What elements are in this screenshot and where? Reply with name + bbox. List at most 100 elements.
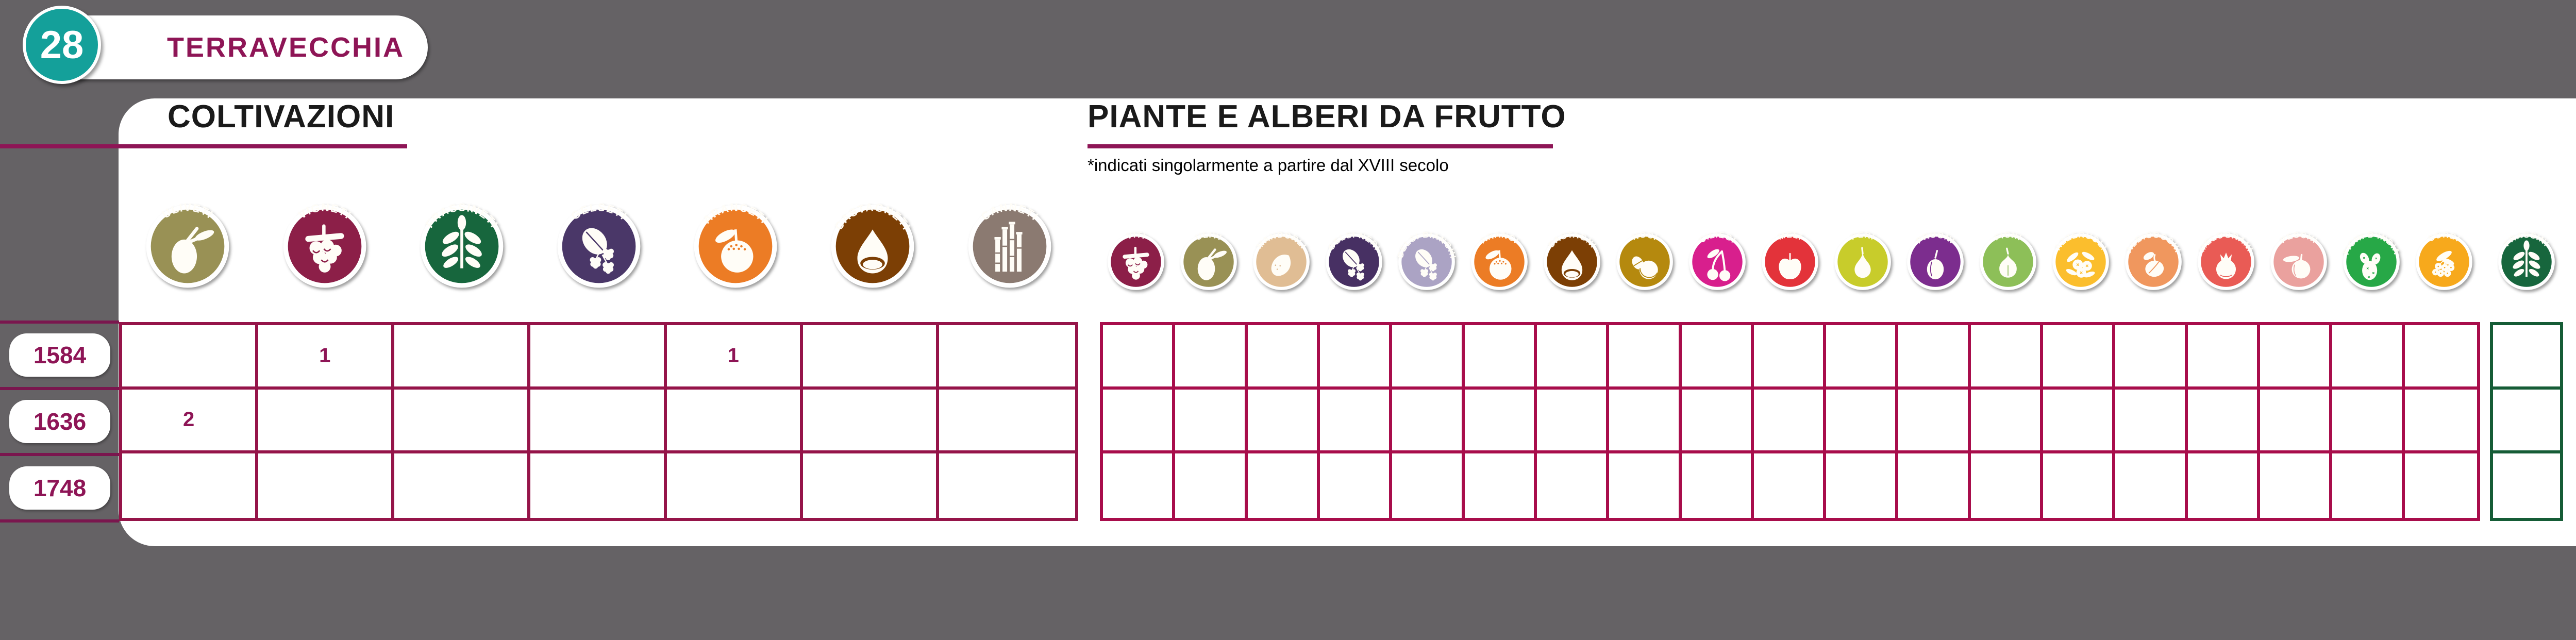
cell-1584-mandorli	[1247, 325, 1320, 390]
cell-1748-azzeruoli	[2043, 453, 2116, 518]
cell-1584-melograni	[2187, 325, 2261, 390]
cell-1748-viti	[1103, 453, 1176, 518]
cell-1584-gelsi-neri	[1319, 325, 1393, 390]
meli-icon: MELI	[1761, 230, 1819, 291]
peri-icon: PERI	[1834, 230, 1892, 291]
cell-1584-fichi-d-india	[2332, 325, 2405, 390]
cell-1636-castagneti	[802, 389, 939, 454]
azzeruoli-icon: AZZERUOLI	[2052, 230, 2110, 291]
uliveti-icon: ULIVETI	[145, 201, 230, 289]
cell-1748-vigneti	[258, 453, 395, 518]
ulivi-icon: ULIVI	[1180, 230, 1237, 291]
ciliegi-icon: CILIEGI	[1688, 230, 1746, 291]
section-title-frutto: PIANTE E ALBERI DA FRUTTO	[1088, 99, 1566, 134]
cell-1748-gelseti	[530, 453, 667, 518]
cell-1748-peschi	[2260, 453, 2333, 518]
frutto-note: *indicati singolarmente a partire dal XV…	[1088, 156, 1449, 175]
aranceti-icon: ARANCETI	[693, 201, 778, 289]
cell-1636-viti	[1103, 389, 1176, 454]
melograni-icon: MELOGRANI	[2197, 230, 2255, 291]
svg-text:MELI: MELI	[1777, 230, 1804, 242]
cell-1636-gelsi-bianchi	[1392, 389, 1465, 454]
cell-1584-prugni	[1898, 325, 1971, 390]
canneti-icon: CANNETI	[967, 201, 1052, 289]
row-divider-left	[0, 386, 119, 390]
viti-icon: VITI	[1107, 230, 1165, 291]
year-label-1584: 1584	[9, 333, 110, 377]
region-number: 28	[40, 23, 84, 67]
cell-1748-frassineti	[394, 453, 531, 518]
cell-1748-castagni	[1537, 453, 1610, 518]
section-title-coltivazioni: COLTIVAZIONI	[168, 99, 395, 134]
cell-1636-peschi	[2260, 389, 2333, 454]
cell-1584-meli	[1753, 325, 1827, 390]
svg-text:FICHI: FICHI	[1993, 230, 2023, 243]
cell-1584-viti	[1103, 325, 1176, 390]
cell-1636-frassini	[2493, 390, 2560, 454]
castagneti-icon: CASTAGNETI	[830, 201, 915, 289]
cell-1584-albicocchi	[2115, 325, 2188, 390]
cell-1748-mandorli	[1248, 453, 1320, 518]
row-divider-left	[0, 321, 119, 324]
cell-1584-azzeruoli	[2043, 325, 2116, 390]
cell-1748-aranci	[1465, 453, 1537, 518]
region-name-pill: TERRAVECCHIA	[34, 15, 428, 79]
row-divider-left	[0, 519, 119, 523]
cell-1748-fichi-d-india	[2332, 453, 2405, 518]
cell-1584-castagneti	[802, 325, 939, 390]
cell-1636-aranceti	[666, 389, 803, 454]
cell-1584-aranceti: 1	[666, 325, 803, 390]
cell-1636-gelseti	[530, 389, 667, 454]
cell-1636-aranci	[1464, 389, 1537, 454]
cell-1748-uliveti	[122, 453, 259, 518]
frutto-grid	[1100, 322, 2480, 521]
cell-1636-sorbi	[2404, 390, 2477, 454]
cell-1584-gelsi-bianchi	[1392, 325, 1465, 390]
fichi-d-india-icon: FICHI D'INDIA	[2341, 230, 2401, 291]
svg-text:PERI: PERI	[1850, 230, 1876, 242]
cell-1584-ulivi	[1175, 325, 1248, 390]
cell-1584-peri	[1826, 325, 1899, 390]
cell-1636-gelsi-neri	[1319, 389, 1393, 454]
cell-1584-aranci	[1464, 325, 1537, 390]
cell-1584-uliveti	[122, 325, 259, 390]
cell-1636-meli	[1753, 389, 1827, 454]
aranci-icon: ARANCI	[1470, 230, 1528, 291]
sorbi-icon: SORBI	[2415, 230, 2473, 291]
cell-1748-melograni	[2188, 453, 2261, 518]
castagni-icon: CASTAGNI	[1543, 230, 1601, 291]
cell-1636-mandorli	[1247, 389, 1320, 454]
cell-1748-prugni	[1898, 453, 1971, 518]
svg-text:NOCI: NOCI	[1631, 230, 1659, 242]
cell-1748-aranceti	[667, 453, 803, 518]
row-divider-left	[0, 453, 119, 457]
year-label-1636: 1636	[9, 400, 110, 443]
cell-1636-frassineti	[394, 389, 531, 454]
frutto-underline	[1088, 144, 1553, 148]
cell-1636-fichi-d-india	[2332, 389, 2405, 454]
cell-1584-peschi	[2260, 325, 2333, 390]
frassini-grid	[2490, 322, 2563, 521]
cell-1748-albicocchi	[2115, 453, 2188, 518]
cell-1636-noci	[1609, 389, 1682, 454]
cell-1636-azzeruoli	[2043, 389, 2116, 454]
gelsi-bianchi-icon: GELSI BIANCHI	[1396, 230, 1457, 291]
cell-1748-frassini	[2493, 453, 2560, 518]
cell-1584-gelseti	[530, 325, 667, 390]
cell-1584-frassini	[2493, 325, 2560, 390]
cell-1636-melograni	[2187, 389, 2261, 454]
cell-1748-peri	[1826, 453, 1899, 518]
cell-1748-canneti	[939, 453, 1075, 518]
cell-1636-fichi	[1970, 389, 2044, 454]
cell-1748-noci	[1609, 453, 1682, 518]
cell-1636-albicocchi	[2115, 389, 2188, 454]
fichi-icon: FICHI	[1979, 230, 2037, 291]
mandorli-icon: MANDORLI	[1252, 230, 1310, 291]
cell-1748-ulivi	[1175, 453, 1248, 518]
albicocchi-icon: ALBICOCCHI	[2124, 230, 2182, 291]
peschi-icon: PESCHI	[2270, 230, 2328, 291]
cell-1636-ciliegi	[1681, 389, 1754, 454]
cell-1584-castagni	[1536, 325, 1610, 390]
